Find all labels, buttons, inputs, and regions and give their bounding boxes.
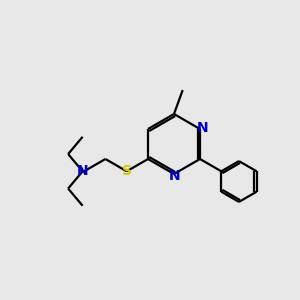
Text: N: N xyxy=(169,169,181,183)
Text: N: N xyxy=(196,122,208,135)
Text: S: S xyxy=(122,164,132,178)
Text: N: N xyxy=(77,164,88,178)
